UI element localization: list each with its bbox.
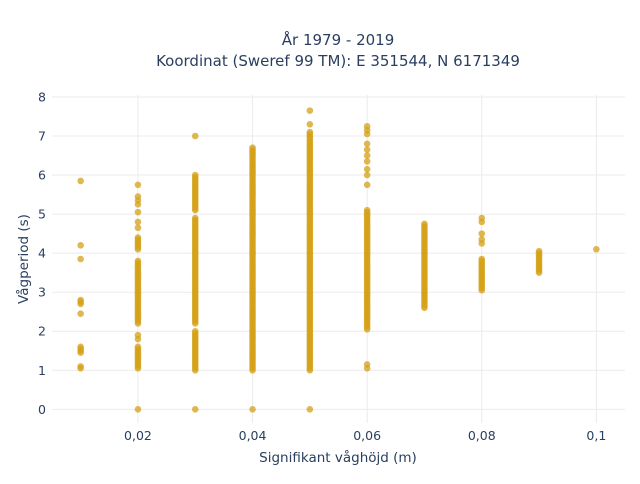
data-point <box>77 363 84 370</box>
data-point <box>134 208 142 216</box>
plot-background <box>52 95 625 423</box>
y-tick-label: 6 <box>38 168 46 183</box>
data-point <box>306 128 314 136</box>
data-point <box>134 234 142 241</box>
data-point <box>249 406 256 413</box>
data-point <box>478 236 486 243</box>
y-tick-label: 7 <box>38 129 46 144</box>
y-tick-label: 4 <box>38 246 46 261</box>
data-point <box>421 220 428 228</box>
data-point <box>134 343 142 351</box>
x-tick-label: 0,04 <box>239 428 267 443</box>
data-point <box>363 146 371 153</box>
data-point <box>191 327 199 335</box>
data-point <box>363 140 371 148</box>
data-point <box>363 165 371 173</box>
y-axis-label: Vågperiod (s) <box>15 214 32 304</box>
chart-title-line-2: Koordinat (Sweref 99 TM): E 351544, N 61… <box>156 52 520 70</box>
data-point <box>77 177 84 185</box>
x-tick-label: 0,02 <box>124 428 152 443</box>
data-point <box>77 242 84 249</box>
data-point <box>306 406 314 413</box>
data-point <box>363 152 371 159</box>
y-tick-labels: 0 1 2 3 4 5 6 7 8 <box>38 89 46 416</box>
data-point <box>593 245 600 253</box>
data-point <box>191 171 199 179</box>
x-axis-label: Signifikant våghöjd (m) <box>259 449 417 466</box>
y-tick-label: 5 <box>38 207 46 222</box>
data-point <box>134 224 142 232</box>
x-tick-label: 0,08 <box>468 428 496 443</box>
y-gridlines <box>52 96 625 410</box>
data-point <box>77 255 84 263</box>
data-point <box>77 343 84 351</box>
data-point <box>134 331 142 339</box>
data-point <box>306 120 314 128</box>
chart-title-line-1: År 1979 - 2019 <box>282 30 395 49</box>
data-point <box>535 247 543 255</box>
data-point <box>77 310 84 317</box>
data-point <box>306 107 314 114</box>
x-tick-label: 0,1 <box>586 428 606 443</box>
data-point <box>478 255 486 263</box>
data-point <box>134 218 142 226</box>
data-point <box>134 257 142 265</box>
data-point <box>134 181 142 189</box>
y-tick-label: 3 <box>38 285 46 300</box>
x-tick-labels: 0,02 0,04 0,06 0,08 0,1 <box>124 428 606 443</box>
data-point <box>478 214 486 222</box>
data-point <box>191 214 199 222</box>
x-tick-label: 0,06 <box>353 428 381 443</box>
data-point <box>249 144 256 152</box>
data-point <box>134 406 142 413</box>
data-point <box>77 296 84 304</box>
data-point <box>363 171 371 179</box>
data-markers <box>77 107 600 413</box>
data-point <box>363 206 371 214</box>
data-point <box>363 122 371 130</box>
data-point <box>134 193 142 200</box>
data-point <box>191 132 199 140</box>
y-tick-label: 1 <box>38 363 46 378</box>
data-point <box>191 406 199 413</box>
y-tick-label: 2 <box>38 324 46 339</box>
data-point <box>363 181 371 189</box>
data-point <box>363 158 371 165</box>
y-tick-label: 0 <box>38 402 46 417</box>
data-point <box>363 361 371 368</box>
data-point <box>478 230 486 237</box>
y-tick-label: 8 <box>38 89 46 104</box>
